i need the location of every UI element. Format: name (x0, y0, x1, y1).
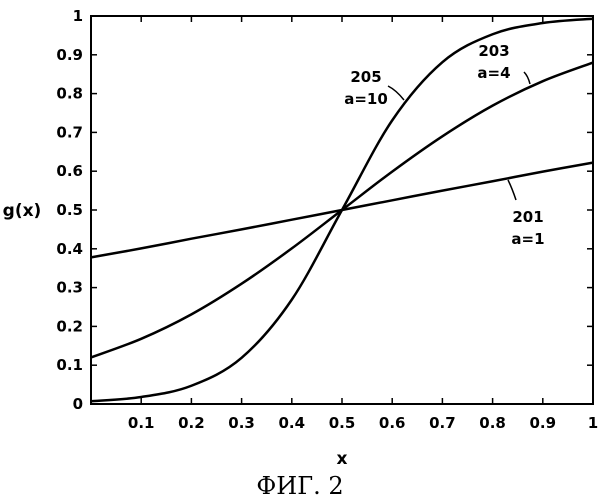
x-tick-label: 1 (588, 414, 598, 432)
x-tick-label: 0.4 (279, 414, 306, 432)
x-tick-label: 0.7 (429, 414, 456, 432)
x-tick-label: 0.9 (530, 414, 557, 432)
y-axis-label: g(x) (3, 201, 42, 221)
y-tick-label: 0.2 (56, 317, 83, 335)
y-tick-label: 0.7 (56, 123, 83, 141)
x-tick-label: 0.1 (128, 414, 155, 432)
x-axis-label: x (337, 449, 348, 469)
x-tick-label: 0.3 (228, 414, 255, 432)
y-tick-label: 0 (73, 395, 83, 413)
y-tick-label: 0.8 (56, 85, 83, 103)
series-label-205-number: 205 (350, 68, 381, 86)
leader-205 (388, 86, 404, 100)
x-tick-label: 0.8 (479, 414, 506, 432)
leader-203 (524, 72, 530, 84)
y-tick-label: 0.5 (56, 201, 83, 219)
y-tick-label: 0.1 (56, 356, 83, 374)
y-tick-label: 0.4 (56, 240, 83, 258)
x-tick-label: 0.5 (329, 414, 356, 432)
annotation-leaders (388, 72, 530, 200)
y-tick-label: 0.6 (56, 162, 83, 180)
y-tick-label: 1 (73, 7, 83, 25)
figure-caption: ФИГ. 2 (256, 472, 343, 500)
leader-201 (508, 180, 516, 200)
y-tick-label: 0.9 (56, 46, 83, 64)
series-label-203-number: 203 (478, 42, 509, 60)
series-label-205-param: a=10 (344, 90, 388, 108)
series-label-201-param: a=1 (511, 230, 544, 248)
x-tick-label: 0.6 (379, 414, 406, 432)
y-tick-label: 0.3 (56, 279, 83, 297)
x-tick-label: 0.2 (178, 414, 205, 432)
series-label-203-param: a=4 (477, 64, 510, 82)
series-label-201-number: 201 (512, 208, 543, 226)
